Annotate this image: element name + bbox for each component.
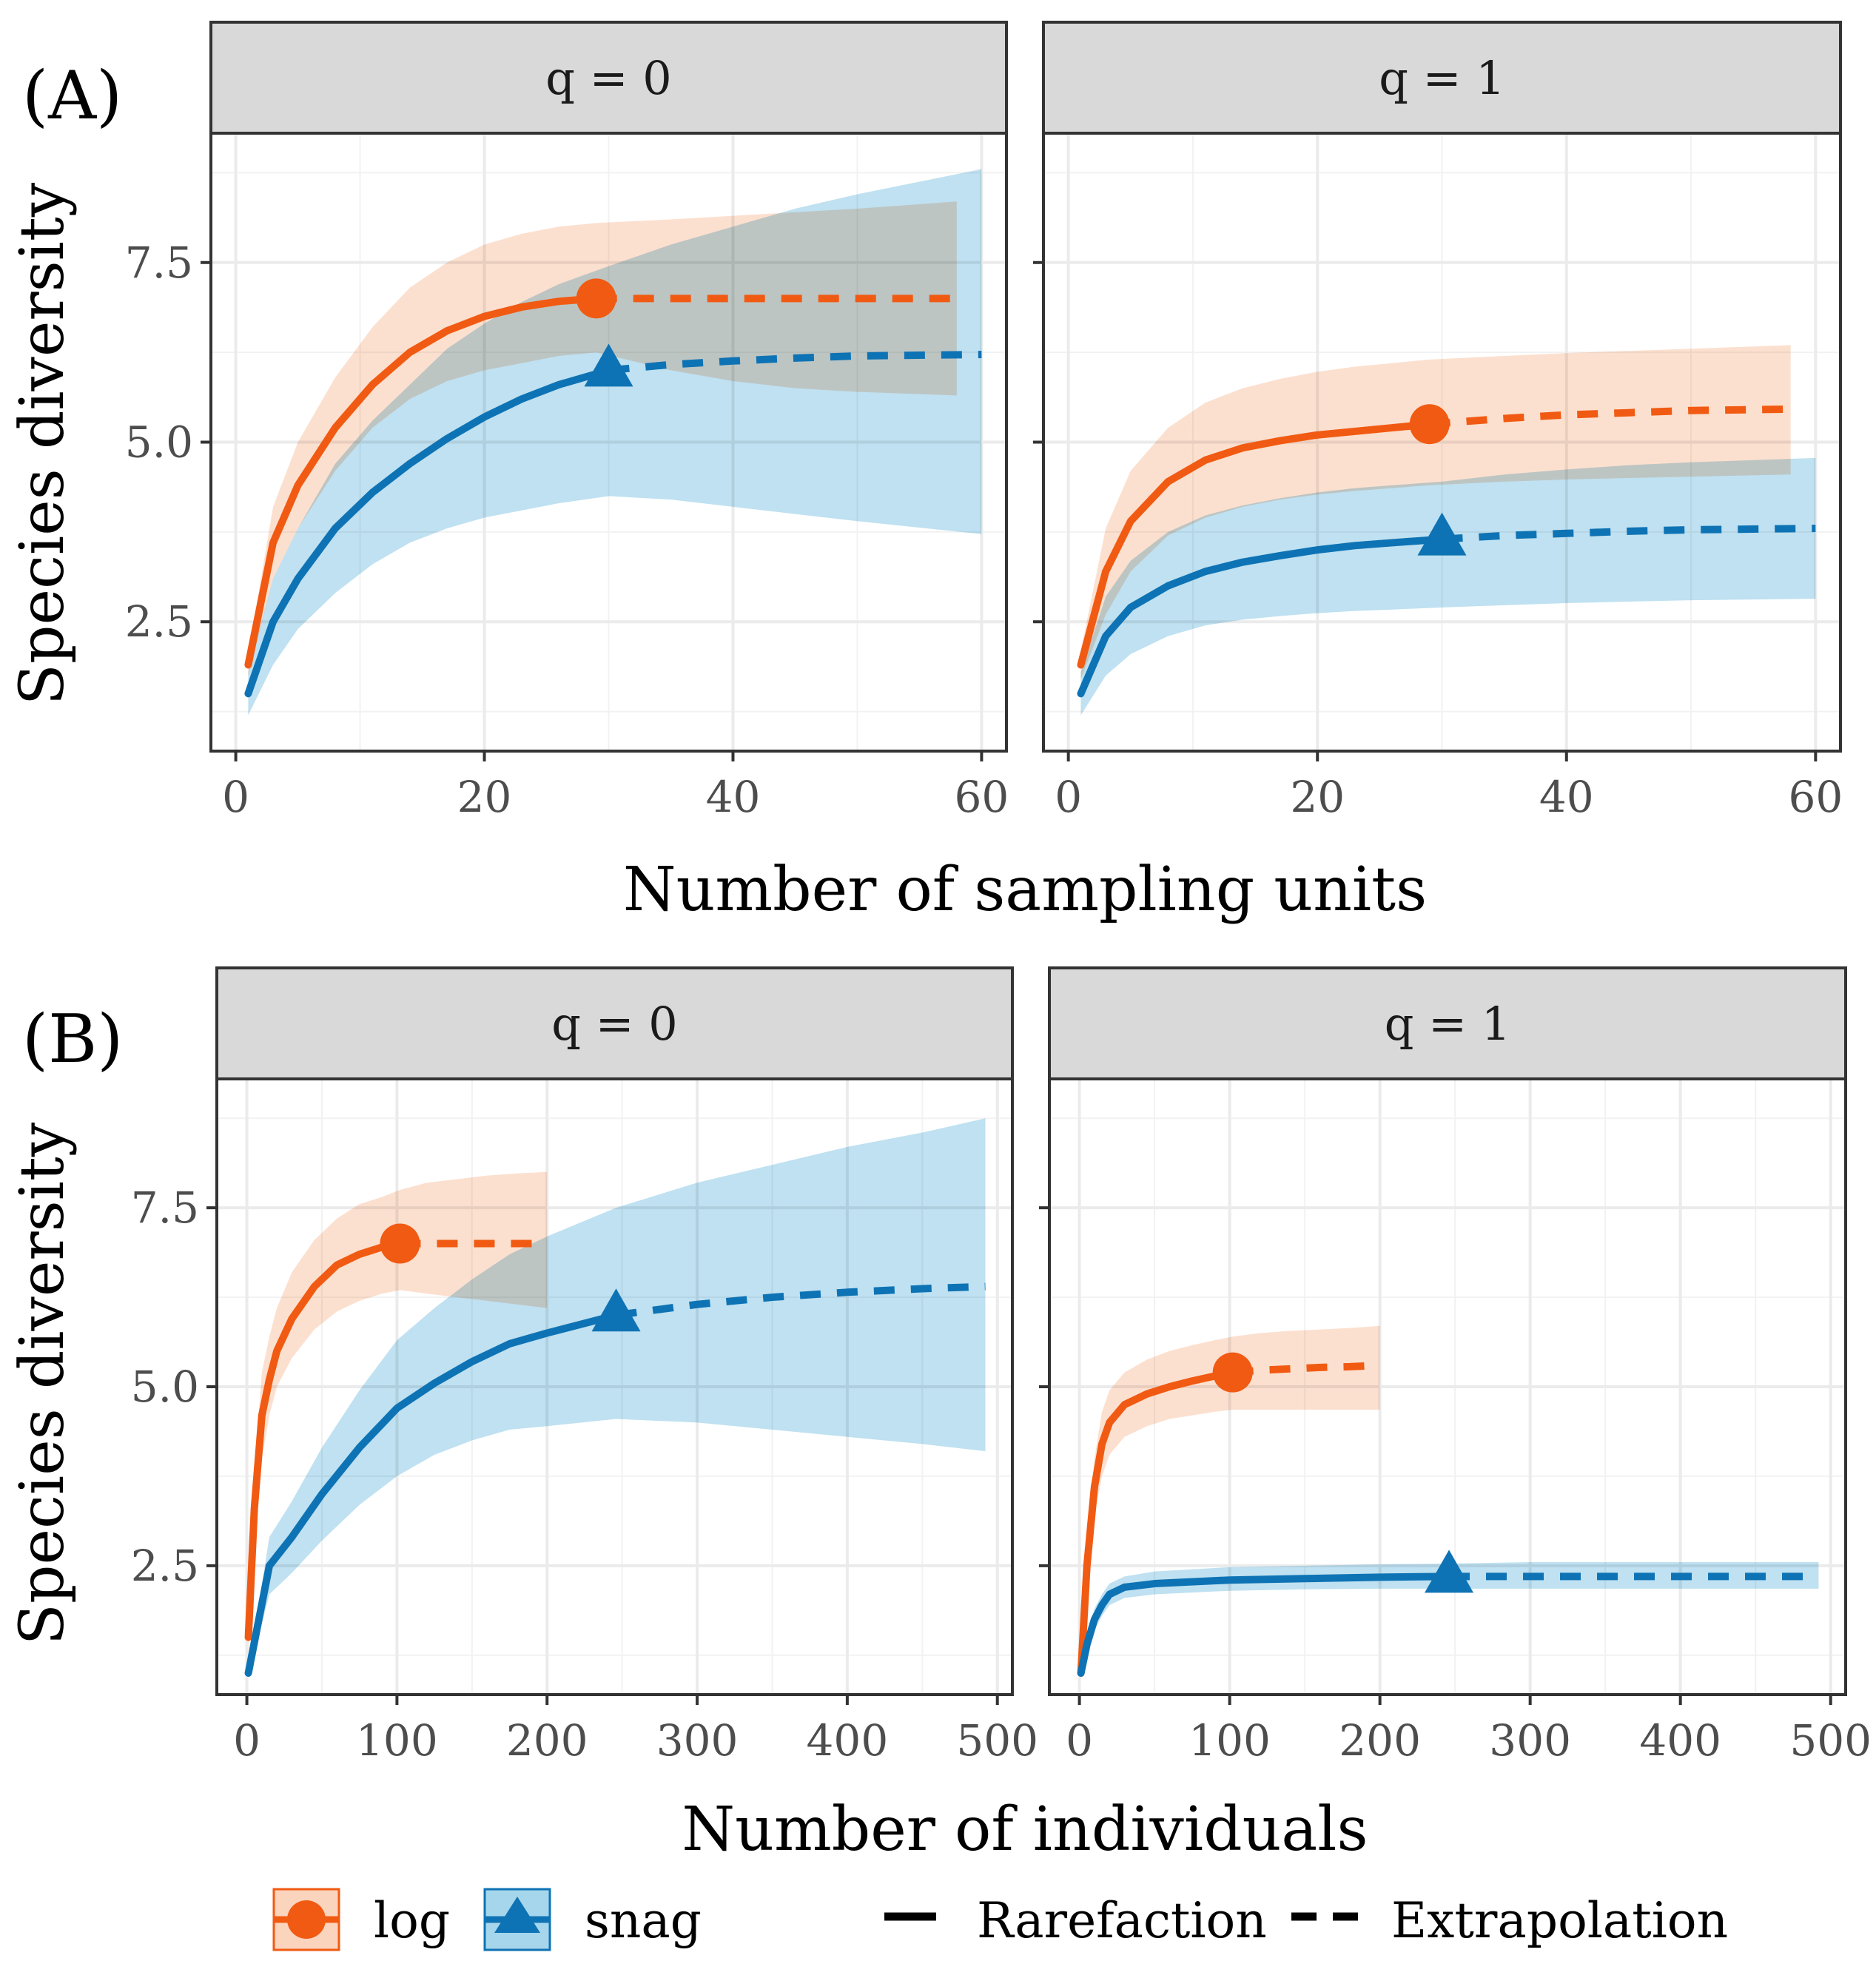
x-tick-label: 0 xyxy=(233,1715,260,1766)
panel-b-q0: q = 0 0 100 200 300 400 500 2.5 5.0 7.5 xyxy=(131,966,1038,1766)
x-tick-label: 400 xyxy=(1639,1715,1721,1766)
row-a-x-title: Number of sampling units xyxy=(623,855,1427,925)
log-observed-point xyxy=(380,1223,420,1264)
series-lines xyxy=(1077,405,1816,698)
legend: log snag Rarefaction Extrapolation xyxy=(272,1888,1728,1951)
x-tick-label: 200 xyxy=(1339,1715,1421,1766)
x-tick-label: 500 xyxy=(956,1715,1038,1766)
facet-strip-label: q = 0 xyxy=(551,997,678,1051)
confidence-bands xyxy=(1080,345,1816,716)
log-rarefaction-line xyxy=(1077,1368,1237,1677)
legend-label-log: log xyxy=(374,1892,450,1949)
log-confidence-band xyxy=(1080,345,1791,679)
legend-key-log xyxy=(272,1888,340,1951)
x-tick-label: 300 xyxy=(656,1715,739,1766)
snag-extrapolation-line xyxy=(615,1282,986,1319)
observed-markers xyxy=(576,278,633,387)
log-rarefaction-line xyxy=(1077,420,1433,669)
x-tick-label: 40 xyxy=(706,772,761,822)
log-rarefaction-line xyxy=(244,1239,404,1641)
confidence-bands xyxy=(248,169,982,716)
x-tick-label: 300 xyxy=(1489,1715,1571,1766)
legend-key-snag xyxy=(483,1888,551,1951)
series-lines xyxy=(244,295,982,698)
observed-markers xyxy=(1409,404,1467,556)
snag-confidence-band xyxy=(248,1118,986,1677)
y-tick-label: 7.5 xyxy=(131,1183,199,1233)
log-confidence-band xyxy=(1080,1325,1380,1677)
x-tick-label: 500 xyxy=(1789,1715,1872,1766)
snag-observed-point xyxy=(1417,512,1467,556)
panel-b-q1: q = 1 0 100 200 300 400 500 xyxy=(1039,966,1872,1766)
facet-strip xyxy=(209,21,1008,135)
row-b-y-title: Species diversity xyxy=(7,1122,78,1645)
row-a-tag: (A) xyxy=(22,57,122,135)
snag-rarefaction-line xyxy=(244,1311,620,1677)
row-a-y-title: Species diversity xyxy=(7,182,78,705)
x-tick-label: 400 xyxy=(807,1715,889,1766)
observed-markers xyxy=(380,1223,641,1332)
y-tick-label: 5.0 xyxy=(131,1362,199,1412)
y-tick-label: 2.5 xyxy=(131,1541,199,1591)
facet-strip xyxy=(215,966,1014,1080)
snag-rarefaction-line xyxy=(1077,535,1446,698)
x-tick-label: 0 xyxy=(1066,1715,1093,1766)
x-tick-label: 100 xyxy=(356,1715,438,1766)
facet-strip-label: q = 0 xyxy=(545,51,672,105)
snag-confidence-band xyxy=(1080,457,1816,716)
snag-rarefaction-line xyxy=(1077,1572,1453,1677)
snag-observed-point xyxy=(584,343,633,387)
facet-strip xyxy=(1048,966,1847,1080)
facet-strip-label: q = 1 xyxy=(1379,51,1505,105)
facet-strip-label: q = 1 xyxy=(1385,997,1511,1051)
snag-confidence-band xyxy=(248,169,982,716)
x-tick-label: 0 xyxy=(222,772,249,822)
legend-label-snag: snag xyxy=(585,1892,702,1949)
row-b-x-title: Number of individuals xyxy=(682,1794,1368,1865)
snag-observed-point xyxy=(1425,1550,1474,1593)
snag-extrapolation-line xyxy=(1442,525,1816,543)
log-extrapolation-line xyxy=(1429,405,1791,428)
snag-observed-point xyxy=(591,1288,641,1332)
y-tick-label: 2.5 xyxy=(125,596,193,647)
x-tick-label: 20 xyxy=(1290,772,1345,822)
facet-strip xyxy=(1042,21,1842,135)
log-rarefaction-line xyxy=(244,295,600,669)
log-observed-point xyxy=(576,278,616,319)
panel-a-q0: q = 0 0 20 40 60 2.5 5.0 7.5 xyxy=(125,21,1009,822)
legend-label-extrapolation: Extrapolation xyxy=(1391,1892,1728,1949)
series-lines xyxy=(244,1239,986,1677)
y-tick-label: 7.5 xyxy=(125,238,193,288)
log-observed-point xyxy=(1409,404,1450,445)
snag-extrapolation-line xyxy=(608,351,982,374)
x-tick-label: 40 xyxy=(1539,772,1594,822)
x-tick-label: 200 xyxy=(506,1715,588,1766)
x-tick-label: 60 xyxy=(1788,772,1843,822)
series-lines xyxy=(1077,1361,1819,1677)
legend-label-rarefaction: Rarefaction xyxy=(977,1892,1267,1949)
x-tick-label: 0 xyxy=(1055,772,1082,822)
x-tick-label: 100 xyxy=(1189,1715,1271,1766)
row-b-tag: (B) xyxy=(22,1000,123,1078)
x-tick-label: 60 xyxy=(955,772,1009,822)
log-observed-point xyxy=(1212,1352,1253,1393)
confidence-bands xyxy=(248,1118,986,1677)
y-tick-label: 5.0 xyxy=(125,417,193,468)
observed-markers xyxy=(1212,1352,1474,1593)
x-tick-label: 20 xyxy=(457,772,512,822)
log-extrapolation-line xyxy=(1232,1361,1380,1376)
snag-rarefaction-line xyxy=(244,366,613,698)
panel-a-q1: q = 1 0 20 40 60 xyxy=(1033,21,1843,822)
